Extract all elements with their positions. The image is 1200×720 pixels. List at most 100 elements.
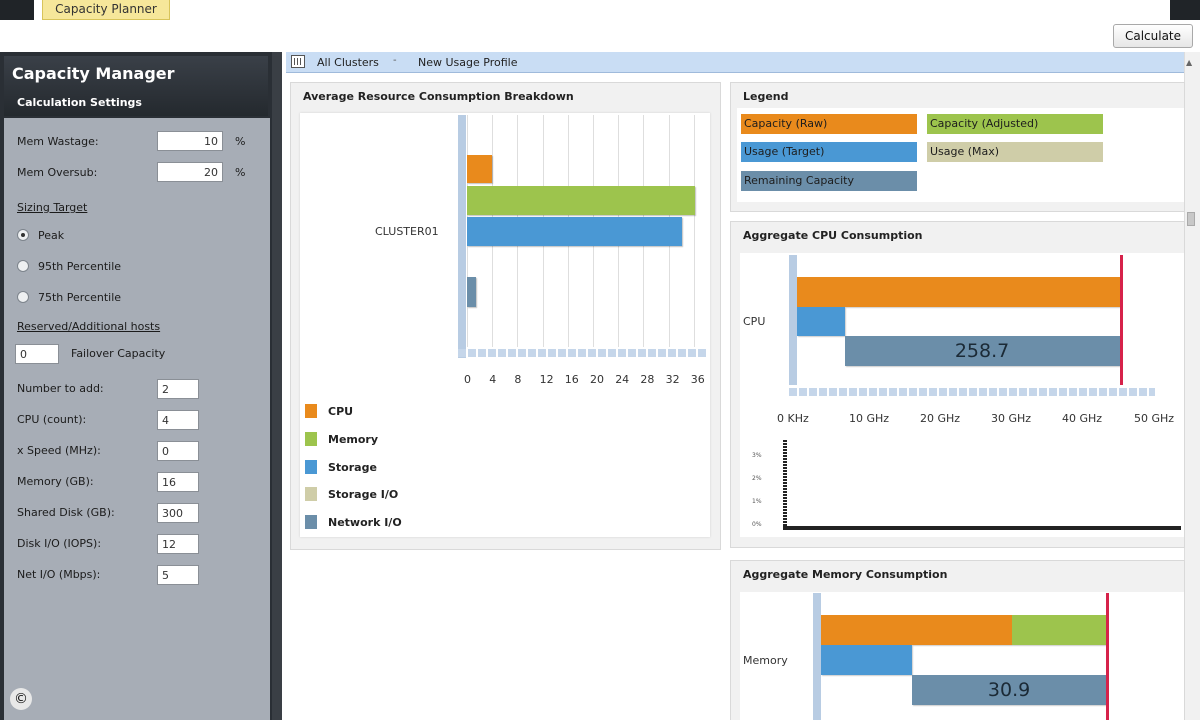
top-left-corner — [0, 0, 34, 20]
mini-chart-x-axis — [783, 526, 1181, 530]
memory-bar-remaining-capacity: 30.9 — [912, 675, 1106, 705]
legend-capacity-raw: Capacity (Raw) — [741, 114, 917, 134]
memory-plot: 30.9 — [821, 593, 1111, 720]
legend-label-memory: Memory — [328, 433, 379, 446]
tab-capacity-planner[interactable]: Capacity Planner — [42, 0, 170, 20]
breakdown-chart-area — [300, 113, 710, 537]
cpu-category-label: CPU — [743, 315, 766, 328]
cpu-bar-capacity-raw- — [797, 277, 1120, 307]
radio-95th-label: 95th Percentile — [38, 260, 122, 273]
mem-wastage-unit: % — [235, 135, 246, 148]
scrollbar-thumb[interactable] — [1187, 212, 1195, 226]
speed-input[interactable]: 0 — [157, 441, 199, 461]
cpu-x-tick: 20 GHz — [920, 412, 961, 425]
mem-wastage-label: Mem Wastage: — [17, 135, 99, 148]
cpu-x-axis — [789, 388, 1155, 396]
breakdown-plot — [457, 115, 707, 357]
copyright-icon: © — [10, 688, 32, 710]
breadcrumb-separator: - — [393, 55, 397, 66]
memory-limit-line — [1106, 593, 1109, 720]
legend-label-storage-io: Storage I/O — [328, 488, 399, 501]
cpu-bar-remaining-capacity: 258.7 — [844, 336, 1120, 366]
field-label: x Speed (MHz): — [17, 444, 101, 457]
field-label: Net I/O (Mbps): — [17, 568, 101, 581]
cpu-x-tick: 30 GHz — [991, 412, 1032, 425]
calculate-button[interactable]: Calculate — [1113, 24, 1193, 48]
breadcrumb — [286, 52, 1184, 73]
legend-usage-max: Usage (Max) — [927, 142, 1103, 162]
legend-label-network-io: Network I/O — [328, 516, 402, 529]
scroll-up-icon[interactable]: ▲ — [1186, 58, 1193, 67]
memory-card-title: Aggregate Memory Consumption — [743, 568, 948, 581]
mem-oversub-unit: % — [235, 166, 246, 179]
breakdown-title: Average Resource Consumption Breakdown — [303, 90, 574, 103]
failover-label: Failover Capacity — [71, 347, 166, 360]
cpu-plot: 258.7 — [797, 255, 1155, 385]
cpu-card-title: Aggregate CPU Consumption — [743, 229, 923, 242]
scrollbar[interactable] — [1184, 52, 1200, 720]
breakdown-x-tick: 28 — [640, 373, 655, 386]
cpu-x-tick: 0 KHz — [777, 412, 809, 425]
sizing-target-label: Sizing Target — [17, 201, 88, 214]
field-label: CPU (count): — [17, 413, 87, 426]
legend-swatch-cpu — [305, 404, 317, 418]
cpu-y-axis — [789, 255, 797, 385]
cpu-remaining-label: 258.7 — [954, 340, 1010, 362]
breakdown-bar-storage — [467, 217, 683, 246]
legend-capacity-adjusted: Capacity (Adjusted) — [927, 114, 1103, 134]
mini-tick: 1% — [752, 498, 762, 505]
grid-view-icon[interactable] — [291, 55, 305, 68]
memory-input[interactable]: 16 — [157, 472, 199, 492]
field-label: Number to add: — [17, 382, 104, 395]
legend-title: Legend — [743, 90, 789, 103]
legend-swatch-storage-io — [305, 487, 317, 501]
sidebar-header — [4, 56, 268, 116]
legend-usage-target: Usage (Target) — [741, 142, 917, 162]
shared-disk-input[interactable]: 300 — [157, 503, 199, 523]
breakdown-x-tick: 0 — [464, 373, 471, 386]
cpu-bar-usage-target- — [797, 307, 845, 336]
sidebar-title: Capacity Manager — [12, 64, 175, 83]
mem-oversub-label: Mem Oversub: — [17, 166, 98, 179]
legend-swatch-network-io — [305, 515, 317, 529]
field-label: Shared Disk (GB): — [17, 506, 115, 519]
breadcrumb-all-clusters[interactable]: All Clusters — [317, 56, 379, 69]
field-label: Memory (GB): — [17, 475, 94, 488]
breakdown-x-tick: 8 — [514, 373, 522, 386]
cpu-x-tick: 50 GHz — [1134, 412, 1175, 425]
legend-swatch-memory — [305, 432, 317, 446]
breadcrumb-usage-profile[interactable]: New Usage Profile — [418, 56, 518, 69]
breakdown-x-tick: 32 — [665, 373, 680, 386]
failover-input[interactable]: 0 — [15, 344, 59, 364]
net-io-input[interactable]: 5 — [157, 565, 199, 585]
disk-io-input[interactable]: 12 — [157, 534, 199, 554]
breakdown-x-axis — [458, 349, 708, 357]
field-label: Disk I/O (IOPS): — [17, 537, 102, 550]
legend-label-storage: Storage — [328, 461, 377, 474]
breakdown-category-label: CLUSTER01 — [375, 225, 439, 238]
legend-swatch-storage — [305, 460, 317, 474]
mem-oversub-input[interactable]: 20 — [157, 162, 223, 182]
radio-75th[interactable] — [17, 291, 29, 303]
radio-75th-label: 75th Percentile — [38, 291, 122, 304]
breakdown-gridline — [693, 115, 695, 347]
memory-remaining-label: 30.9 — [987, 679, 1031, 701]
radio-peak[interactable] — [17, 229, 29, 241]
cpu-count-input[interactable]: 4 — [157, 410, 199, 430]
top-bar — [0, 0, 1200, 52]
mini-tick: 0% — [752, 521, 762, 528]
breakdown-x-tick: 16 — [564, 373, 579, 386]
number-to-add-input[interactable]: 2 — [157, 379, 199, 399]
sidebar-subtitle: Calculation Settings — [17, 96, 142, 109]
sidebar-divider[interactable] — [272, 52, 282, 720]
memory-y-axis — [813, 593, 821, 720]
radio-95th[interactable] — [17, 260, 29, 272]
memory-bar-usage-target- — [821, 645, 913, 675]
breakdown-x-tick: 12 — [539, 373, 554, 386]
legend-label-cpu: CPU — [328, 405, 354, 418]
cpu-x-tick: 10 GHz — [849, 412, 890, 425]
mem-wastage-input[interactable]: 10 — [157, 131, 223, 151]
breakdown-bar-memory — [467, 186, 696, 215]
cpu-x-ticks: 0 KHz 10 GHz 20 GHz 30 GHz 40 GHz 50 GHz — [770, 412, 1182, 426]
breakdown-y-axis — [458, 115, 466, 358]
